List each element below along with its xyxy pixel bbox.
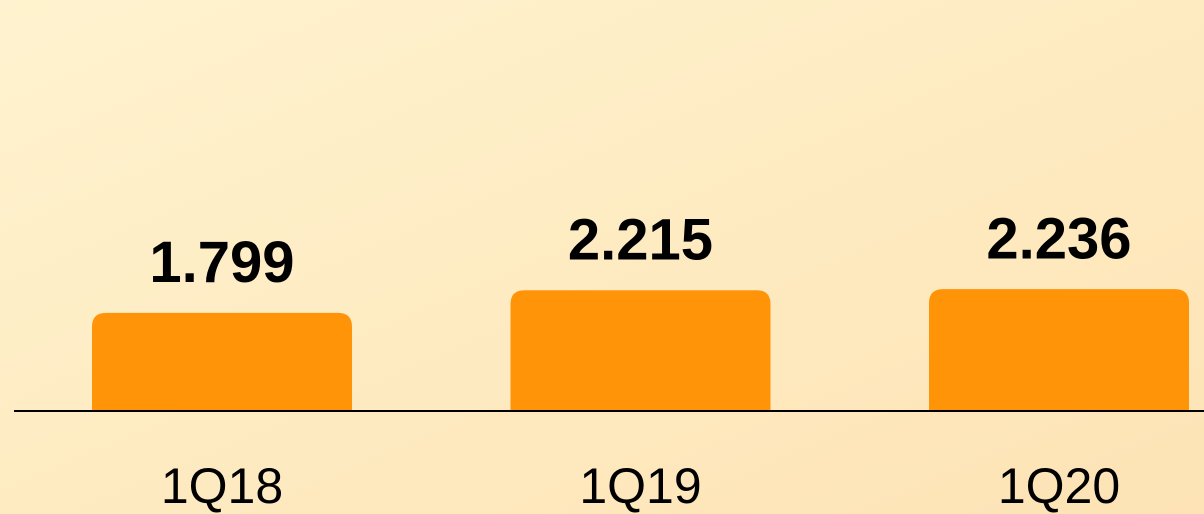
x-tick-label: 1Q20 (998, 458, 1120, 514)
value-label: 1.799 (149, 230, 294, 295)
value-label: 2.236 (986, 206, 1131, 271)
x-tick-label: 1Q19 (579, 458, 701, 514)
bar (92, 312, 352, 411)
value-label: 2.215 (568, 208, 713, 273)
bar (929, 289, 1189, 411)
bar (510, 290, 771, 411)
x-tick-label: 1Q18 (161, 458, 283, 514)
